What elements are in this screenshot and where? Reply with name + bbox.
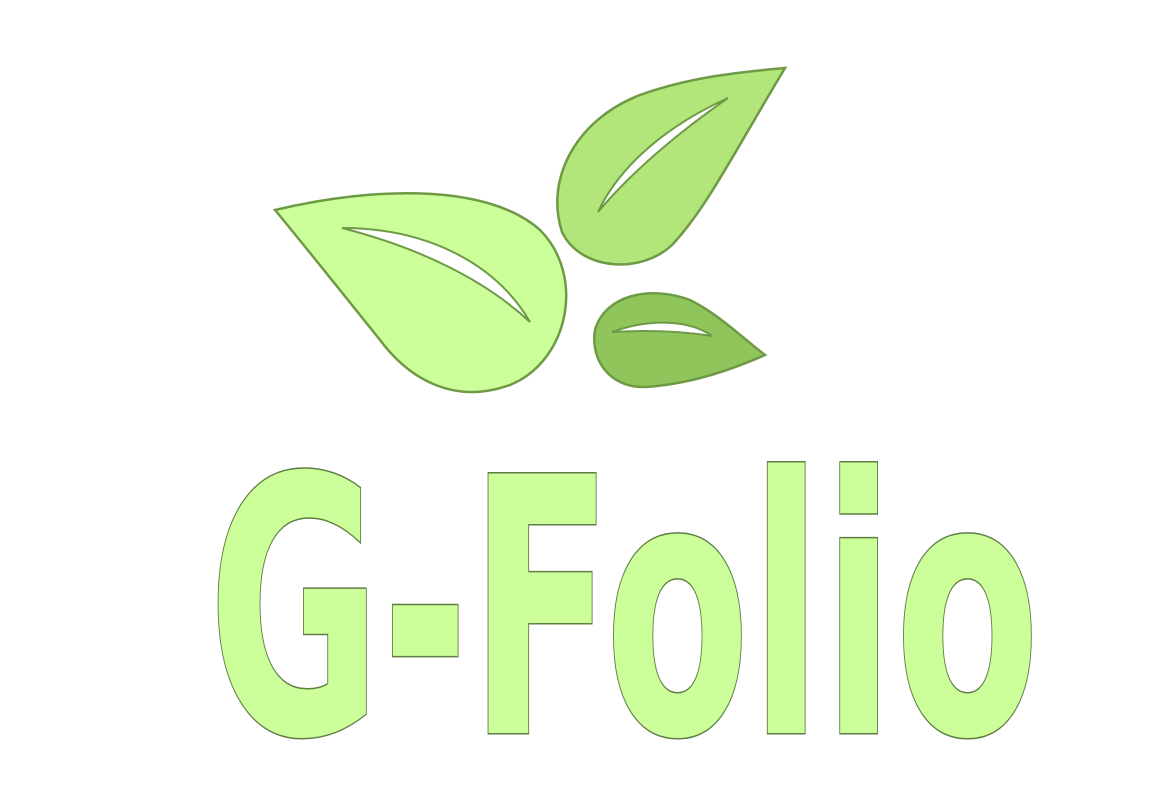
small-leaf	[592, 292, 768, 389]
left-leaf	[272, 191, 568, 394]
leaves	[272, 66, 788, 394]
wordmark: G-Folio	[208, 403, 1040, 806]
top-leaf	[556, 66, 788, 266]
top-leaf-highlight	[597, 97, 729, 213]
left-leaf-highlight	[341, 227, 531, 323]
small-leaf-highlight	[611, 321, 713, 337]
